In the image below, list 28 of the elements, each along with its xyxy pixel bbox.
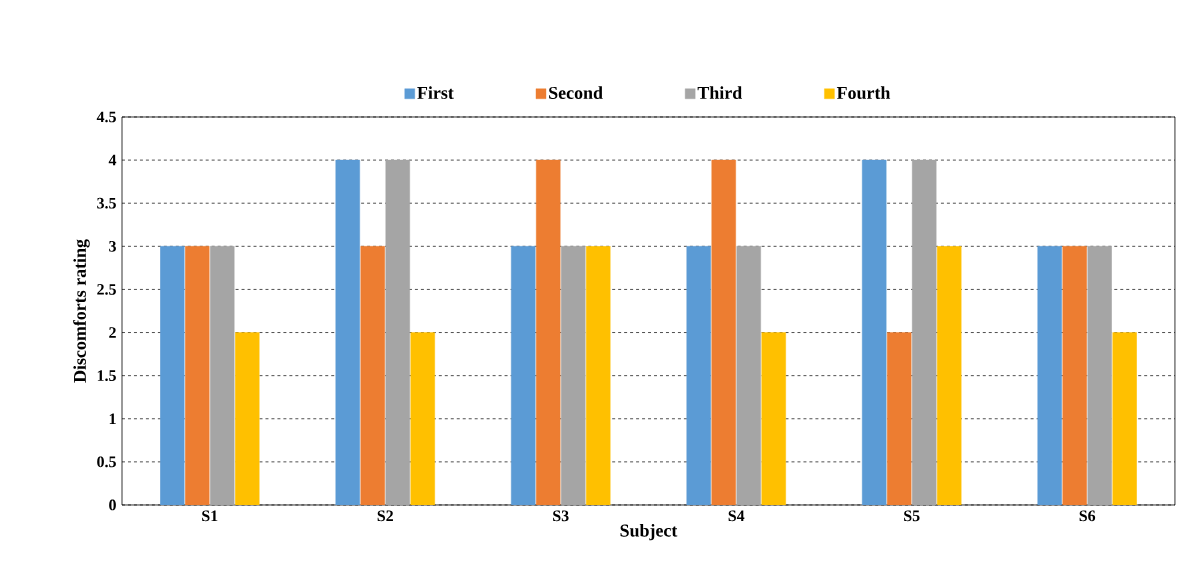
- x-tick-label: S4: [728, 510, 745, 522]
- x-axis-title: Subject: [620, 524, 678, 541]
- y-tick-label: 1: [109, 413, 116, 425]
- legend-label: First: [417, 86, 454, 99]
- y-tick-label: 4: [108, 154, 117, 166]
- x-tick-label: S5: [904, 510, 920, 522]
- y-tick-label: 2: [109, 327, 116, 338]
- y-tick-label: 4.5: [96, 111, 116, 123]
- y-tick-label: 0.5: [97, 456, 116, 468]
- y-tick-label: 1.5: [97, 370, 116, 382]
- y-tick-label: 3: [109, 240, 116, 252]
- x-tick-label: S3: [553, 510, 569, 522]
- y-tick-label: 0: [109, 499, 116, 511]
- legend-label: Second: [549, 86, 603, 99]
- legend-label: Third: [697, 86, 743, 99]
- x-tick-label: S2: [377, 510, 393, 522]
- bar: [761, 332, 786, 505]
- x-tick-label: S6: [1079, 510, 1096, 522]
- bar: [1112, 332, 1137, 505]
- bar: [410, 332, 435, 505]
- bar: [937, 246, 962, 505]
- y-tick-label: 3.5: [97, 197, 116, 209]
- x-tick-label: S1: [202, 510, 218, 522]
- y-axis-title: Discomforts rating: [73, 239, 90, 383]
- bar: [235, 332, 260, 505]
- y-tick-label: 2.5: [97, 284, 116, 295]
- legend-label: Fourth: [836, 86, 891, 99]
- bar: [586, 246, 611, 505]
